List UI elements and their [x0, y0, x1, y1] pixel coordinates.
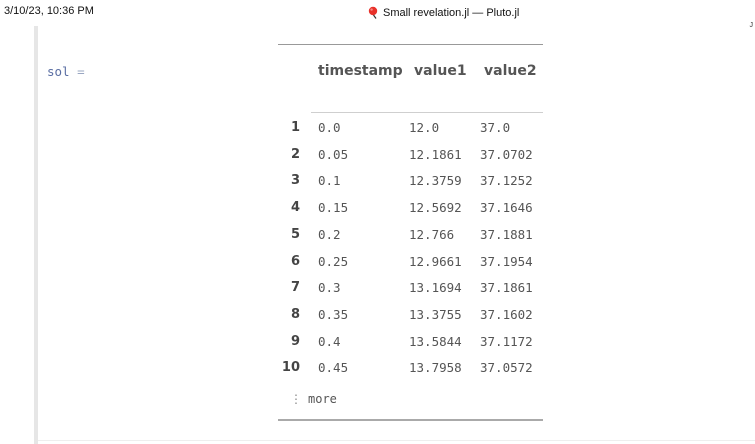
row-index: 1	[290, 120, 300, 135]
cell-value2: 37.1954	[480, 253, 533, 269]
cell-value2: 37.1602	[480, 306, 533, 322]
variable-name: sol	[47, 64, 70, 79]
column-header-timestamp: timestamp	[318, 63, 403, 79]
table-row: 1 0.0 12.0 37.0	[278, 114, 543, 140]
table-row: 2 0.05 12.1861 37.0702	[278, 141, 543, 167]
cell-timestamp: 0.45	[318, 360, 349, 376]
row-index: 8	[290, 306, 300, 322]
cell-value1: 12.9661	[409, 253, 462, 269]
print-datetime: 3/10/23, 10:36 PM	[4, 5, 94, 17]
more-label: more	[308, 392, 337, 406]
cell-value2: 37.1252	[480, 173, 533, 189]
row-index: 2	[290, 146, 300, 162]
cell-timestamp: 0.2	[318, 226, 341, 242]
print-title: Small revelation.jl — Pluto.jl	[383, 7, 520, 19]
cell-value1: 12.1861	[409, 146, 462, 162]
cell-timestamp: 0.05	[318, 146, 349, 162]
cell-value2: 37.1861	[480, 280, 533, 296]
row-index: 10	[281, 360, 300, 376]
cell-timestamp: 0.1	[318, 173, 341, 189]
cell-timestamp: 0.0	[318, 120, 341, 135]
table-row: 3 0.1 12.3759 37.1252	[278, 167, 543, 193]
cell-output-label: sol =	[47, 64, 85, 79]
column-header-value1: value1	[414, 63, 467, 79]
cell-value2: 37.1881	[480, 226, 533, 242]
cell-timestamp: 0.25	[318, 253, 349, 269]
cell-bottom-divider	[38, 440, 755, 441]
cell-timestamp: 0.15	[318, 200, 349, 216]
cell-value1: 13.7958	[409, 360, 462, 376]
cell-left-bar	[34, 26, 38, 444]
cell-value1: 12.3759	[409, 173, 462, 189]
equals-sign: =	[77, 64, 85, 79]
column-header-value2: value2	[484, 63, 537, 79]
cell-value2: 37.1646	[480, 200, 533, 216]
cell-timestamp: 0.4	[318, 333, 341, 349]
print-title-group: Small revelation.jl — Pluto.jl	[367, 6, 519, 20]
table-row: 8 0.35 13.3755 37.1602	[278, 301, 543, 327]
table-header: timestamp value1 value2	[278, 44, 543, 113]
cell-value1: 13.3755	[409, 306, 462, 322]
cell-value2: 37.0702	[480, 146, 533, 162]
row-index: 4	[290, 200, 300, 216]
print-header: 3/10/23, 10:36 PM Small revelation.jl — …	[0, 0, 755, 22]
pluto-balloon-icon	[367, 6, 380, 20]
row-index: 6	[290, 253, 300, 269]
corner-mark: J	[749, 22, 754, 29]
vertical-ellipsis-icon: ⋮	[290, 392, 302, 406]
table-row: 4 0.15 12.5692 37.1646	[278, 194, 543, 220]
cell-value1: 12.5692	[409, 200, 462, 216]
cell-timestamp: 0.3	[318, 280, 341, 296]
show-more-rows-button[interactable]: ⋮ more	[290, 392, 337, 406]
cell-value2: 37.1172	[480, 333, 533, 349]
cell-timestamp: 0.35	[318, 306, 349, 322]
table-row: 9 0.4 13.5844 37.1172	[278, 328, 543, 354]
table-bottom-rule	[278, 419, 543, 421]
row-index: 5	[290, 226, 300, 242]
table-row: 7 0.3 13.1694 37.1861	[278, 274, 543, 300]
table-row: 10 0.45 13.7958 37.0572	[278, 354, 543, 380]
cell-value1: 13.1694	[409, 280, 462, 296]
row-index: 9	[290, 333, 300, 349]
table-row: 6 0.25 12.9661 37.1954	[278, 248, 543, 274]
cell-value1: 13.5844	[409, 333, 462, 349]
cell-value1: 12.766	[409, 226, 455, 242]
cell-value1: 12.0	[409, 120, 440, 135]
row-index: 3	[290, 173, 300, 189]
row-index: 7	[290, 280, 300, 296]
cell-value2: 37.0	[480, 120, 511, 135]
table-top-rule	[278, 44, 543, 45]
cell-value2: 37.0572	[480, 360, 533, 376]
table-row: 5 0.2 12.766 37.1881	[278, 221, 543, 247]
header-underline	[311, 112, 543, 113]
